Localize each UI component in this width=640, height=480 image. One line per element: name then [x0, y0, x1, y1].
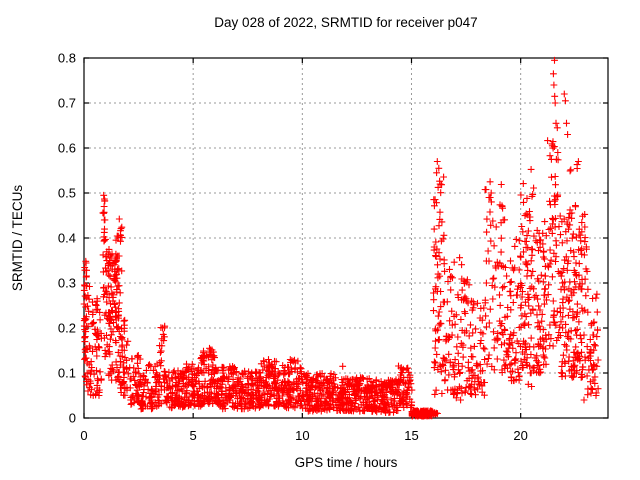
- y-axis-label: SRMTID / TECUs: [10, 185, 25, 292]
- y-tick-label: 0.4: [58, 231, 76, 246]
- y-tick-label: 0: [69, 411, 76, 426]
- y-tick-label: 0.7: [58, 96, 76, 111]
- y-tick-label: 0.5: [58, 186, 76, 201]
- chart-title: Day 028 of 2022, SRMTID for receiver p04…: [214, 15, 477, 30]
- x-tick-label: 0: [80, 428, 87, 443]
- y-tick-label: 0.3: [58, 276, 76, 291]
- y-tick-label: 0.2: [58, 321, 76, 336]
- data-points-series: [80, 56, 602, 420]
- x-tick-label: 20: [513, 428, 527, 443]
- x-tick-label: 5: [190, 428, 197, 443]
- x-axis-label: GPS time / hours: [295, 455, 398, 470]
- tick-labels: 0 5 10 15 20 0 0.1 0.2 0.3 0.4 0.5 0.6 0.7 0.8: [58, 51, 528, 444]
- y-tick-label: 0.1: [58, 366, 76, 381]
- y-tick-label: 0.8: [58, 51, 76, 66]
- x-tick-label: 10: [295, 428, 309, 443]
- x-tick-label: 15: [404, 428, 418, 443]
- y-tick-label: 0.6: [58, 141, 76, 156]
